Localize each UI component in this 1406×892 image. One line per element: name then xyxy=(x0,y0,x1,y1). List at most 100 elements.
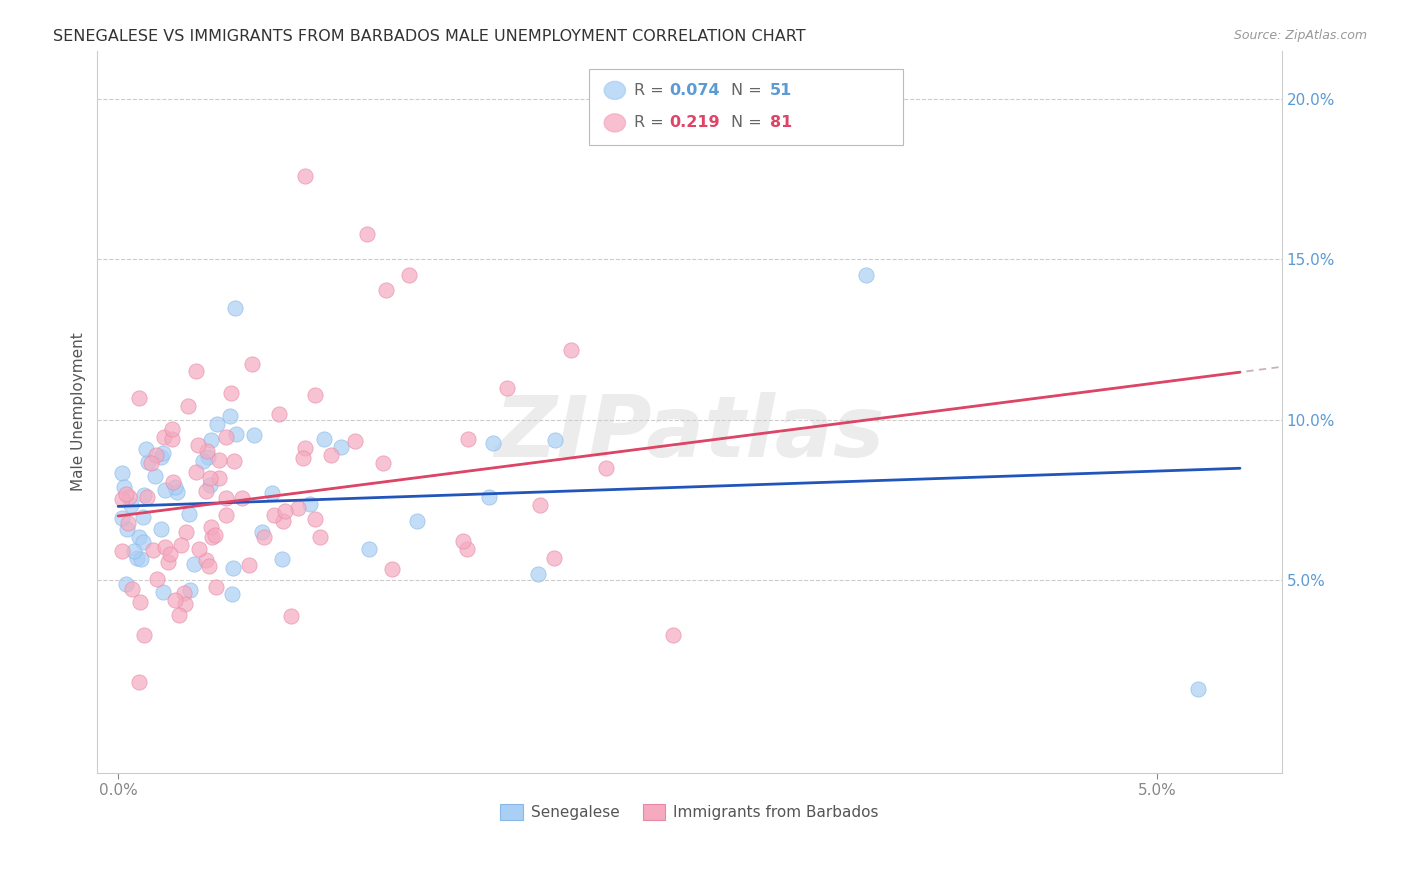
Point xyxy=(132,510,155,524)
Point xyxy=(124,544,146,558)
Point xyxy=(215,508,238,522)
Point xyxy=(117,516,139,530)
Point xyxy=(197,450,219,465)
Point xyxy=(115,522,138,536)
Text: 81: 81 xyxy=(770,115,792,130)
Point xyxy=(231,491,253,505)
Text: N =: N = xyxy=(731,115,766,130)
Point xyxy=(146,572,169,586)
Point xyxy=(197,444,219,458)
Point xyxy=(260,486,283,500)
Point xyxy=(187,438,209,452)
Point xyxy=(128,675,150,690)
Point xyxy=(319,448,342,462)
Text: 51: 51 xyxy=(770,83,792,98)
Point xyxy=(153,483,176,497)
Point xyxy=(136,490,159,504)
Point xyxy=(177,508,200,522)
Text: ZIPatlas: ZIPatlas xyxy=(495,392,884,475)
Point xyxy=(112,480,135,494)
Point xyxy=(169,607,191,622)
Point xyxy=(595,460,617,475)
Point xyxy=(280,608,302,623)
Point xyxy=(304,388,326,402)
Point xyxy=(543,551,565,566)
Point xyxy=(111,491,134,506)
Point xyxy=(208,471,231,485)
Point xyxy=(198,470,221,484)
Point xyxy=(544,434,567,448)
Point xyxy=(273,514,295,528)
Legend: Senegalese, Immigrants from Barbados: Senegalese, Immigrants from Barbados xyxy=(494,798,884,827)
Point xyxy=(120,498,142,512)
Point xyxy=(304,512,326,526)
Point xyxy=(183,557,205,571)
Point xyxy=(194,483,217,498)
Point xyxy=(128,595,150,609)
Point xyxy=(242,428,264,442)
Point xyxy=(215,491,238,505)
Point xyxy=(135,442,157,457)
Point xyxy=(160,432,183,446)
Point xyxy=(375,283,398,297)
Point xyxy=(478,491,501,505)
Point xyxy=(225,427,247,442)
Point xyxy=(205,417,228,431)
Point xyxy=(496,380,519,394)
Point xyxy=(184,364,207,378)
Point xyxy=(250,525,273,540)
Point xyxy=(152,445,174,459)
Text: SENEGALESE VS IMMIGRANTS FROM BARBADOS MALE UNEMPLOYMENT CORRELATION CHART: SENEGALESE VS IMMIGRANTS FROM BARBADOS M… xyxy=(53,29,806,44)
Point xyxy=(184,465,207,479)
Point xyxy=(263,508,285,522)
Point xyxy=(111,544,134,558)
Point xyxy=(142,543,165,558)
Point xyxy=(145,469,167,483)
Point xyxy=(197,559,219,574)
Point xyxy=(163,480,186,494)
Point xyxy=(357,541,380,556)
Text: R =: R = xyxy=(634,83,669,98)
Point xyxy=(1187,682,1209,697)
Point xyxy=(179,583,201,598)
Point xyxy=(174,524,197,539)
Point xyxy=(177,399,200,413)
Point xyxy=(125,550,148,565)
Point xyxy=(398,268,420,283)
Point xyxy=(314,432,336,446)
Point xyxy=(294,441,316,455)
FancyBboxPatch shape xyxy=(589,69,903,145)
Point xyxy=(200,520,222,534)
Point xyxy=(188,541,211,556)
Point xyxy=(193,453,215,467)
Text: Source: ZipAtlas.com: Source: ZipAtlas.com xyxy=(1233,29,1367,42)
Point xyxy=(240,357,263,371)
Point xyxy=(219,386,242,401)
Point xyxy=(115,487,138,501)
Text: R =: R = xyxy=(634,115,669,130)
Point xyxy=(128,392,150,406)
Point xyxy=(309,531,332,545)
Point xyxy=(274,504,297,518)
Point xyxy=(111,511,134,525)
Point xyxy=(132,488,155,502)
Point xyxy=(224,301,246,315)
Point xyxy=(527,567,550,582)
Point xyxy=(406,514,429,528)
Point xyxy=(457,432,479,446)
Point xyxy=(329,440,352,454)
Point xyxy=(156,555,179,569)
Point xyxy=(381,562,404,576)
Point xyxy=(287,500,309,515)
Point xyxy=(662,628,685,642)
Point xyxy=(221,561,243,575)
Point xyxy=(152,429,174,443)
Point xyxy=(131,551,153,566)
Point xyxy=(298,497,321,511)
Point xyxy=(294,169,316,183)
Point xyxy=(221,587,243,601)
Point xyxy=(132,534,155,549)
Point xyxy=(371,456,394,470)
Point xyxy=(456,542,478,557)
Point xyxy=(291,451,314,466)
